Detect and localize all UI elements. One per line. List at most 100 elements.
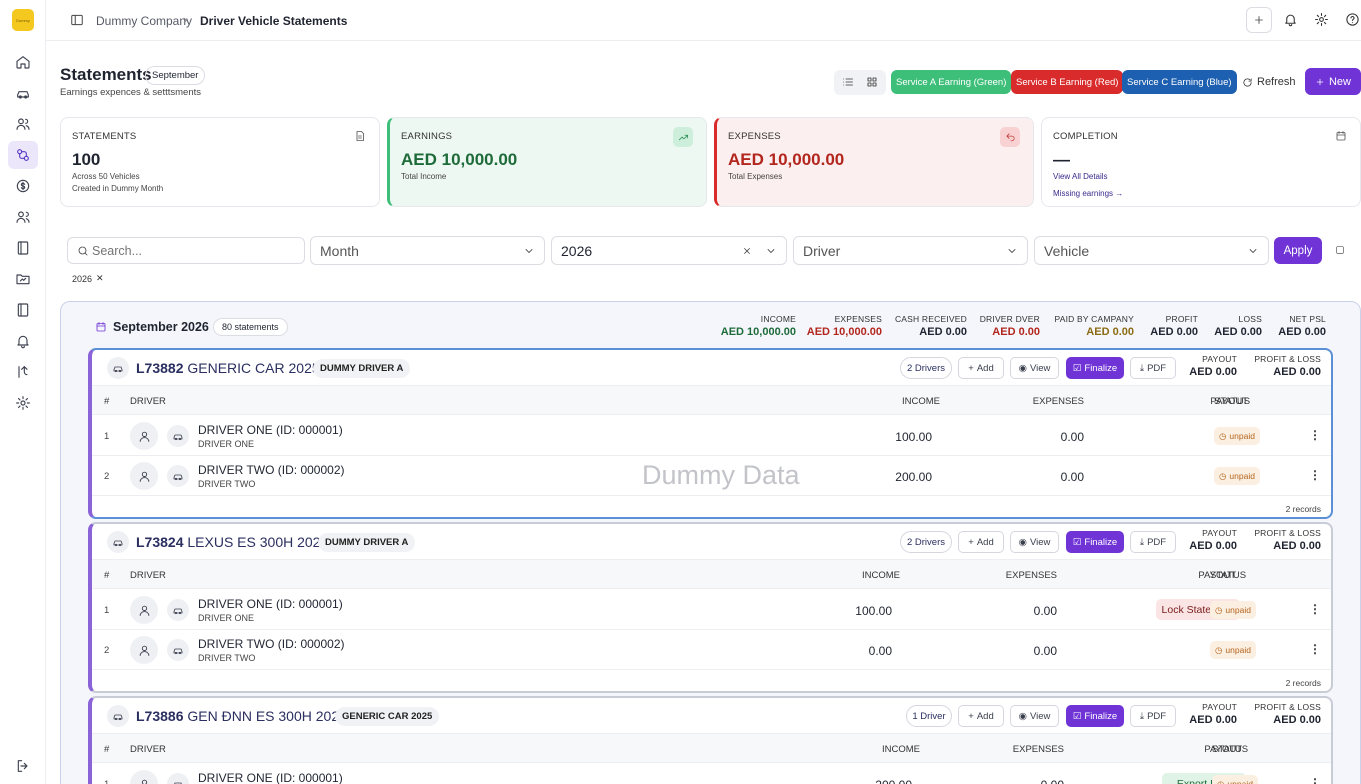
drivers-count-badge[interactable]: 1 Driver bbox=[906, 705, 952, 727]
grid-view-icon[interactable] bbox=[866, 76, 878, 88]
more-options-icon[interactable]: ⋮ bbox=[1309, 642, 1321, 656]
apply-button[interactable]: Apply bbox=[1274, 237, 1322, 264]
add-button[interactable]: + Add bbox=[958, 531, 1004, 553]
search-input[interactable] bbox=[92, 242, 292, 259]
finalize-button[interactable]: ☑ Finalize bbox=[1066, 531, 1124, 553]
month-select-value: Month bbox=[320, 243, 359, 259]
view-button[interactable]: ◉ View bbox=[1010, 705, 1059, 727]
money-icon[interactable] bbox=[8, 172, 38, 200]
income-value: 100.00 bbox=[895, 430, 932, 444]
active-filter-chip[interactable]: 2026 ✕ bbox=[72, 273, 104, 284]
driver-name[interactable]: DRIVER TWO (ID: 000002) bbox=[198, 637, 345, 651]
breadcrumb-company[interactable]: Dummy Company bbox=[96, 14, 193, 28]
drivers-count-badge[interactable]: 2 Drivers bbox=[900, 531, 952, 553]
pdf-button[interactable]: ⤓ PDF bbox=[1130, 357, 1176, 379]
service-b-legend[interactable]: Service B Earning (Red) bbox=[1011, 70, 1124, 94]
plus-icon bbox=[1315, 77, 1325, 87]
check-square-icon: ☑ bbox=[1072, 536, 1082, 548]
drivers-count-badge[interactable]: 2 Drivers bbox=[900, 357, 952, 379]
pdf-label: PDF bbox=[1147, 536, 1167, 548]
list-view-icon[interactable] bbox=[842, 76, 854, 88]
driver-subname: DRIVER TWO bbox=[198, 653, 256, 663]
gear-icon[interactable] bbox=[1314, 12, 1329, 27]
bell-icon[interactable] bbox=[8, 327, 38, 355]
table-row[interactable]: 1 DRIVER ONE (ID: 000001) 200.00 0.00 Export… bbox=[92, 764, 1331, 784]
refresh-button[interactable]: Refresh bbox=[1242, 76, 1296, 88]
driver-name[interactable]: DRIVER ONE (ID: 000001) bbox=[198, 423, 343, 437]
table-row[interactable]: 2 DRIVER TWO (ID: 000002) DRIVER TWO 0.00 0.… bbox=[92, 630, 1331, 670]
vehicle-select[interactable]: Vehicle bbox=[1034, 236, 1269, 265]
view-label: View bbox=[1029, 362, 1051, 374]
car-icon[interactable] bbox=[8, 79, 38, 107]
finalize-button[interactable]: ☑ Finalize bbox=[1066, 357, 1124, 379]
more-options-icon[interactable]: ⋮ bbox=[1309, 468, 1321, 482]
team-icon[interactable] bbox=[8, 203, 38, 231]
table-row[interactable]: 2 DRIVER TWO (ID: 000002) DRIVER TWO 200.00… bbox=[92, 456, 1331, 496]
service-a-legend[interactable]: Service A Earning (Green) bbox=[891, 70, 1012, 94]
clear-icon[interactable] bbox=[742, 246, 752, 256]
add-label: Add bbox=[976, 536, 994, 548]
missing-earnings-link[interactable]: Missing earnings → bbox=[1053, 189, 1124, 198]
vehicle-title[interactable]: L73882 GENERIC CAR 2025 - bbox=[136, 360, 328, 376]
logout-icon[interactable] bbox=[8, 752, 38, 780]
more-options-icon[interactable]: ⋮ bbox=[1309, 776, 1321, 784]
col-income: INCOME bbox=[902, 396, 940, 407]
records-count: 2 records bbox=[1285, 678, 1321, 688]
route-icon[interactable] bbox=[8, 358, 38, 386]
help-icon[interactable] bbox=[1345, 12, 1360, 27]
pdf-button[interactable]: ⤓ PDF bbox=[1130, 531, 1176, 553]
col-driver: DRIVER bbox=[130, 570, 166, 581]
service-c-legend[interactable]: Service C Earning (Blue) bbox=[1122, 70, 1237, 94]
search-field[interactable] bbox=[67, 237, 305, 264]
view-toggle bbox=[834, 70, 886, 95]
more-options-icon[interactable]: ⋮ bbox=[1309, 602, 1321, 616]
remove-filter-icon[interactable]: ✕ bbox=[96, 273, 104, 283]
vehicle-header: L73882 GENERIC CAR 2025 -DUMMY DRIVER A 2… bbox=[92, 350, 1331, 386]
folder-icon[interactable] bbox=[8, 265, 38, 293]
table-row[interactable]: 1 DRIVER ONE (ID: 000001) DRIVER ONE 100.00… bbox=[92, 416, 1331, 456]
vehicle-title[interactable]: L73886 GEN ĐNN ES 300H 2025 - bbox=[136, 708, 355, 724]
view-all-details-link[interactable]: View All Details bbox=[1053, 172, 1108, 181]
more-options-icon[interactable]: ⋮ bbox=[1309, 428, 1321, 442]
month-total-value: AED 0.00 bbox=[992, 326, 1040, 338]
month-total-label: EXPENSES bbox=[834, 314, 882, 324]
table-row[interactable]: 1 DRIVER ONE (ID: 000001) DRIVER ONE 100.00… bbox=[92, 590, 1331, 630]
settings-icon[interactable] bbox=[8, 389, 38, 417]
new-button[interactable]: New bbox=[1305, 68, 1361, 95]
view-button[interactable]: ◉ View bbox=[1010, 531, 1059, 553]
clock-icon: ◷ bbox=[1215, 644, 1223, 655]
pdf-button[interactable]: ⤓ PDF bbox=[1130, 705, 1176, 727]
expenses-value: 0.00 bbox=[1033, 604, 1057, 618]
square-icon[interactable] bbox=[1335, 245, 1345, 255]
year-select[interactable]: 2026 bbox=[551, 236, 787, 265]
add-button[interactable]: + Add bbox=[958, 357, 1004, 379]
status-badge: ◷ unpaid bbox=[1214, 427, 1260, 445]
ledger-icon[interactable] bbox=[8, 296, 38, 324]
eye-icon: ◉ bbox=[1018, 536, 1027, 548]
month-total-net-psl: NET PSL AED 0.00 bbox=[1278, 314, 1326, 338]
month-select[interactable]: Month bbox=[310, 236, 545, 265]
driver-select[interactable]: Driver bbox=[793, 236, 1028, 265]
download-icon: ⤓ bbox=[1139, 362, 1145, 374]
driver-name[interactable]: DRIVER TWO (ID: 000002) bbox=[198, 463, 345, 477]
driver-name[interactable]: DRIVER ONE (ID: 000001) bbox=[198, 597, 343, 611]
notification-bell-icon[interactable] bbox=[1283, 12, 1298, 27]
home-icon[interactable] bbox=[8, 48, 38, 76]
app-logo[interactable]: Dummy bbox=[12, 9, 34, 31]
users-icon[interactable] bbox=[8, 110, 38, 138]
driver-name[interactable]: DRIVER ONE (ID: 000001) bbox=[198, 771, 343, 784]
payout-value: AED 0.00 bbox=[1189, 540, 1237, 552]
finalize-button[interactable]: ☑ Finalize bbox=[1066, 705, 1124, 727]
add-button[interactable]: + Add bbox=[958, 705, 1004, 727]
add-label: Add bbox=[976, 362, 994, 374]
page-subtitle: Earnings expences & setttsments bbox=[60, 87, 201, 98]
sidebar-toggle-icon[interactable] bbox=[70, 13, 84, 27]
payout-action-button[interactable]: Export PDF bbox=[1162, 773, 1246, 784]
earnings-sub: Total Income bbox=[401, 172, 447, 181]
plus-icon: + bbox=[968, 536, 974, 548]
plus-icon[interactable] bbox=[1246, 7, 1272, 33]
vehicle-title[interactable]: L73824 LEXUS ES 300H 2025 - bbox=[136, 534, 337, 550]
book-icon[interactable] bbox=[8, 234, 38, 262]
statements-icon[interactable] bbox=[8, 141, 38, 169]
view-button[interactable]: ◉ View bbox=[1010, 357, 1059, 379]
